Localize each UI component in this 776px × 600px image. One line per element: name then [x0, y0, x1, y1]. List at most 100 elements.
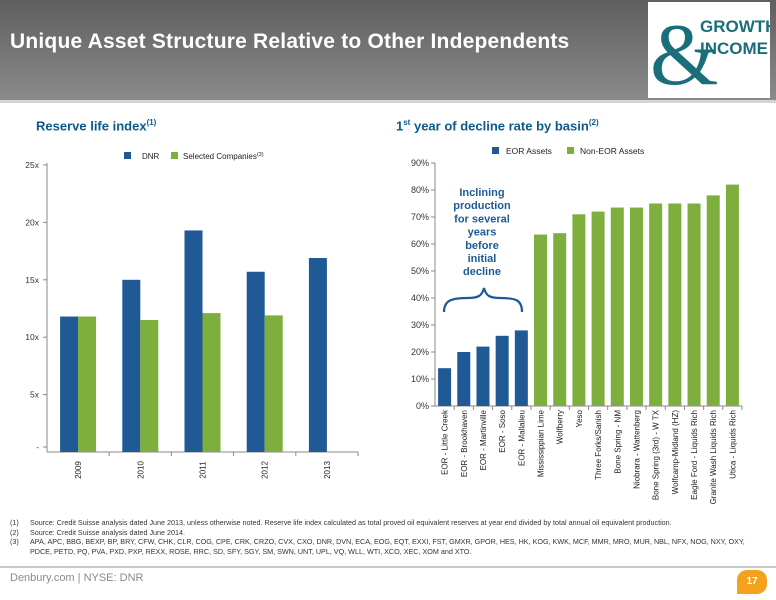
right-x-tick-label: Bone Spring (3rd) - W TX	[652, 409, 661, 500]
right-bar-eor	[476, 346, 490, 406]
decline-rate-title: 1st year of decline rate by basin(2)	[396, 118, 599, 134]
left-bar-dnr	[60, 316, 79, 452]
right-bar-non-eor	[687, 203, 701, 406]
right-y-tick-label: 80%	[411, 185, 429, 195]
annotation-line: decline	[463, 266, 501, 278]
right-x-tick-label: EOR - Soso	[498, 409, 507, 452]
footnote-item: (2) Source: Credit Suisse analysis dated …	[10, 528, 766, 538]
right-bar-non-eor	[706, 195, 720, 406]
right-y-tick-label: 60%	[411, 239, 429, 249]
right-y-tick-label: 30%	[411, 320, 429, 330]
right-x-tick-label: Yeso	[575, 409, 584, 427]
left-y-tick-label: 15x	[25, 275, 39, 285]
footnote-number: (3)	[10, 537, 19, 547]
right-bar-eor	[438, 368, 452, 406]
right-legend: EOR Assets Non-EOR Assets	[492, 146, 644, 156]
right-y-tick-label: 20%	[411, 347, 429, 357]
right-bar-non-eor	[553, 233, 567, 406]
annotation-line: Inclining	[459, 187, 504, 199]
header-divider	[0, 100, 776, 103]
svg-text:&: &	[650, 7, 718, 98]
legend-swatch-eor	[492, 147, 499, 154]
right-bar-non-eor	[591, 211, 605, 406]
right-bar-non-eor	[572, 214, 586, 406]
footnote-number: (1)	[10, 518, 19, 527]
left-y-tick-label: -	[36, 442, 39, 452]
left-y-tick-label: 5x	[30, 390, 40, 400]
right-bar-non-eor	[610, 207, 624, 406]
right-x-tick-label: Granite Wash Liquids Rich	[709, 410, 718, 504]
annotation-line: years	[468, 227, 497, 239]
right-bar-non-eor	[649, 203, 663, 406]
left-x-tick-label: 2011	[199, 461, 208, 479]
footer-site-ticker: Denbury.com | NYSE: DNR	[10, 572, 144, 584]
right-x-tick-label: EOR - Mallalieu	[517, 410, 526, 466]
left-bar-selected	[264, 315, 283, 452]
annotation-line: production	[453, 200, 511, 212]
right-y-tick-label: 40%	[411, 293, 429, 303]
svg-text:GROWTH: GROWTH	[700, 17, 770, 36]
footnote-text: Source: Credit Suisse analysis dated Jun…	[30, 518, 672, 527]
right-y-tick-label: 0%	[416, 401, 429, 411]
page-title: Unique Asset Structure Relative to Other…	[10, 30, 570, 53]
right-x-tick-label: EOR - Martinville	[479, 409, 488, 470]
footnote-item: (1) Source: Credit Suisse analysis dated …	[10, 518, 766, 528]
left-x-tick-label: 2009	[74, 461, 83, 479]
decline-rate-chart: 0% 10% 20% 30% 40% 50% 60% 70% 80% 90% EOR - Littl…	[411, 146, 743, 504]
footnotes: (1) Source: Credit Suisse analysis dated …	[10, 518, 766, 556]
right-x-tick-label: EOR - Little Creek	[441, 409, 450, 475]
right-x-tick-label: Eagle Ford - Liquids Rich	[690, 410, 699, 500]
right-x-tick-label: Wolfberry	[556, 410, 565, 444]
annotation-line: before	[465, 240, 499, 252]
growth-income-logo: & GROWTH INCOME	[648, 2, 770, 98]
annotation-line: initial	[468, 253, 497, 265]
page-number-badge: 17	[737, 570, 767, 594]
right-bar-eor	[495, 335, 509, 406]
right-x-tick-label: Niobrara - Wattenberg	[632, 410, 641, 489]
legend-swatch-dnr	[124, 152, 131, 159]
footer-divider	[0, 566, 776, 568]
right-x-tick-label: Utica - Liquids Rich	[728, 410, 737, 479]
right-y-tick-label: 50%	[411, 266, 429, 276]
annotation-brace	[442, 287, 524, 313]
legend-swatch-non-eor	[567, 147, 574, 154]
legend-label-dnr: DNR	[142, 152, 160, 161]
left-bar-selected	[202, 313, 221, 452]
right-bar-non-eor	[725, 184, 739, 406]
right-x-tick-label: Three Forks/Sanish	[594, 410, 603, 480]
charts-canvas: - 5x 10x 15x 20x 25x 2009 2010 2011 2012 2013 DNR Se…	[25, 146, 743, 504]
footnote-text: APA, APC, BBG, BEXP, BP, BRY, CFW, CHK, …	[30, 537, 745, 556]
right-y-tick-label: 10%	[411, 374, 429, 384]
left-x-tick-label: 2010	[136, 461, 145, 479]
reserve-life-title: Reserve life index(1)	[36, 118, 157, 134]
footnote-item: (3) APA, APC, BBG, BEXP, BP, BRY, CFW, CH…	[10, 537, 766, 556]
left-bar-dnr	[122, 279, 141, 452]
left-bar-dnr	[184, 230, 203, 452]
left-bar-selected	[78, 316, 97, 452]
legend-label-eor: EOR Assets	[506, 146, 552, 156]
annotation-line: for several	[454, 213, 510, 225]
legend-swatch-selected	[171, 152, 178, 159]
right-x-tick-label: EOR - Brookhaven	[460, 410, 469, 477]
left-y-tick-label: 20x	[25, 217, 39, 227]
left-bar-dnr	[308, 257, 327, 452]
right-bar-eor	[514, 330, 528, 406]
left-bar-dnr	[246, 271, 265, 452]
right-y-tick-label: 90%	[411, 158, 429, 168]
right-x-tick-label: Mississippian Lime	[537, 409, 546, 477]
right-x-tick-label: Wolfcamp-Midland (HZ)	[671, 410, 680, 495]
right-x-tick-label: Bone Spring - NM	[613, 410, 622, 474]
right-y-tick-label: 70%	[411, 212, 429, 222]
left-y-tick-label: 25x	[25, 160, 39, 170]
right-bar-eor	[457, 352, 471, 406]
header-banner: Unique Asset Structure Relative to Other…	[0, 0, 776, 100]
legend-label-non-eor: Non-EOR Assets	[580, 146, 644, 156]
left-y-tick-label: 10x	[25, 332, 39, 342]
left-x-tick-label: 2013	[323, 461, 332, 479]
svg-text:INCOME: INCOME	[700, 39, 768, 58]
left-x-tick-label: 2012	[261, 461, 270, 479]
footnote-number: (2)	[10, 527, 19, 537]
left-bar-selected	[140, 319, 159, 452]
right-bar-non-eor	[668, 203, 682, 406]
